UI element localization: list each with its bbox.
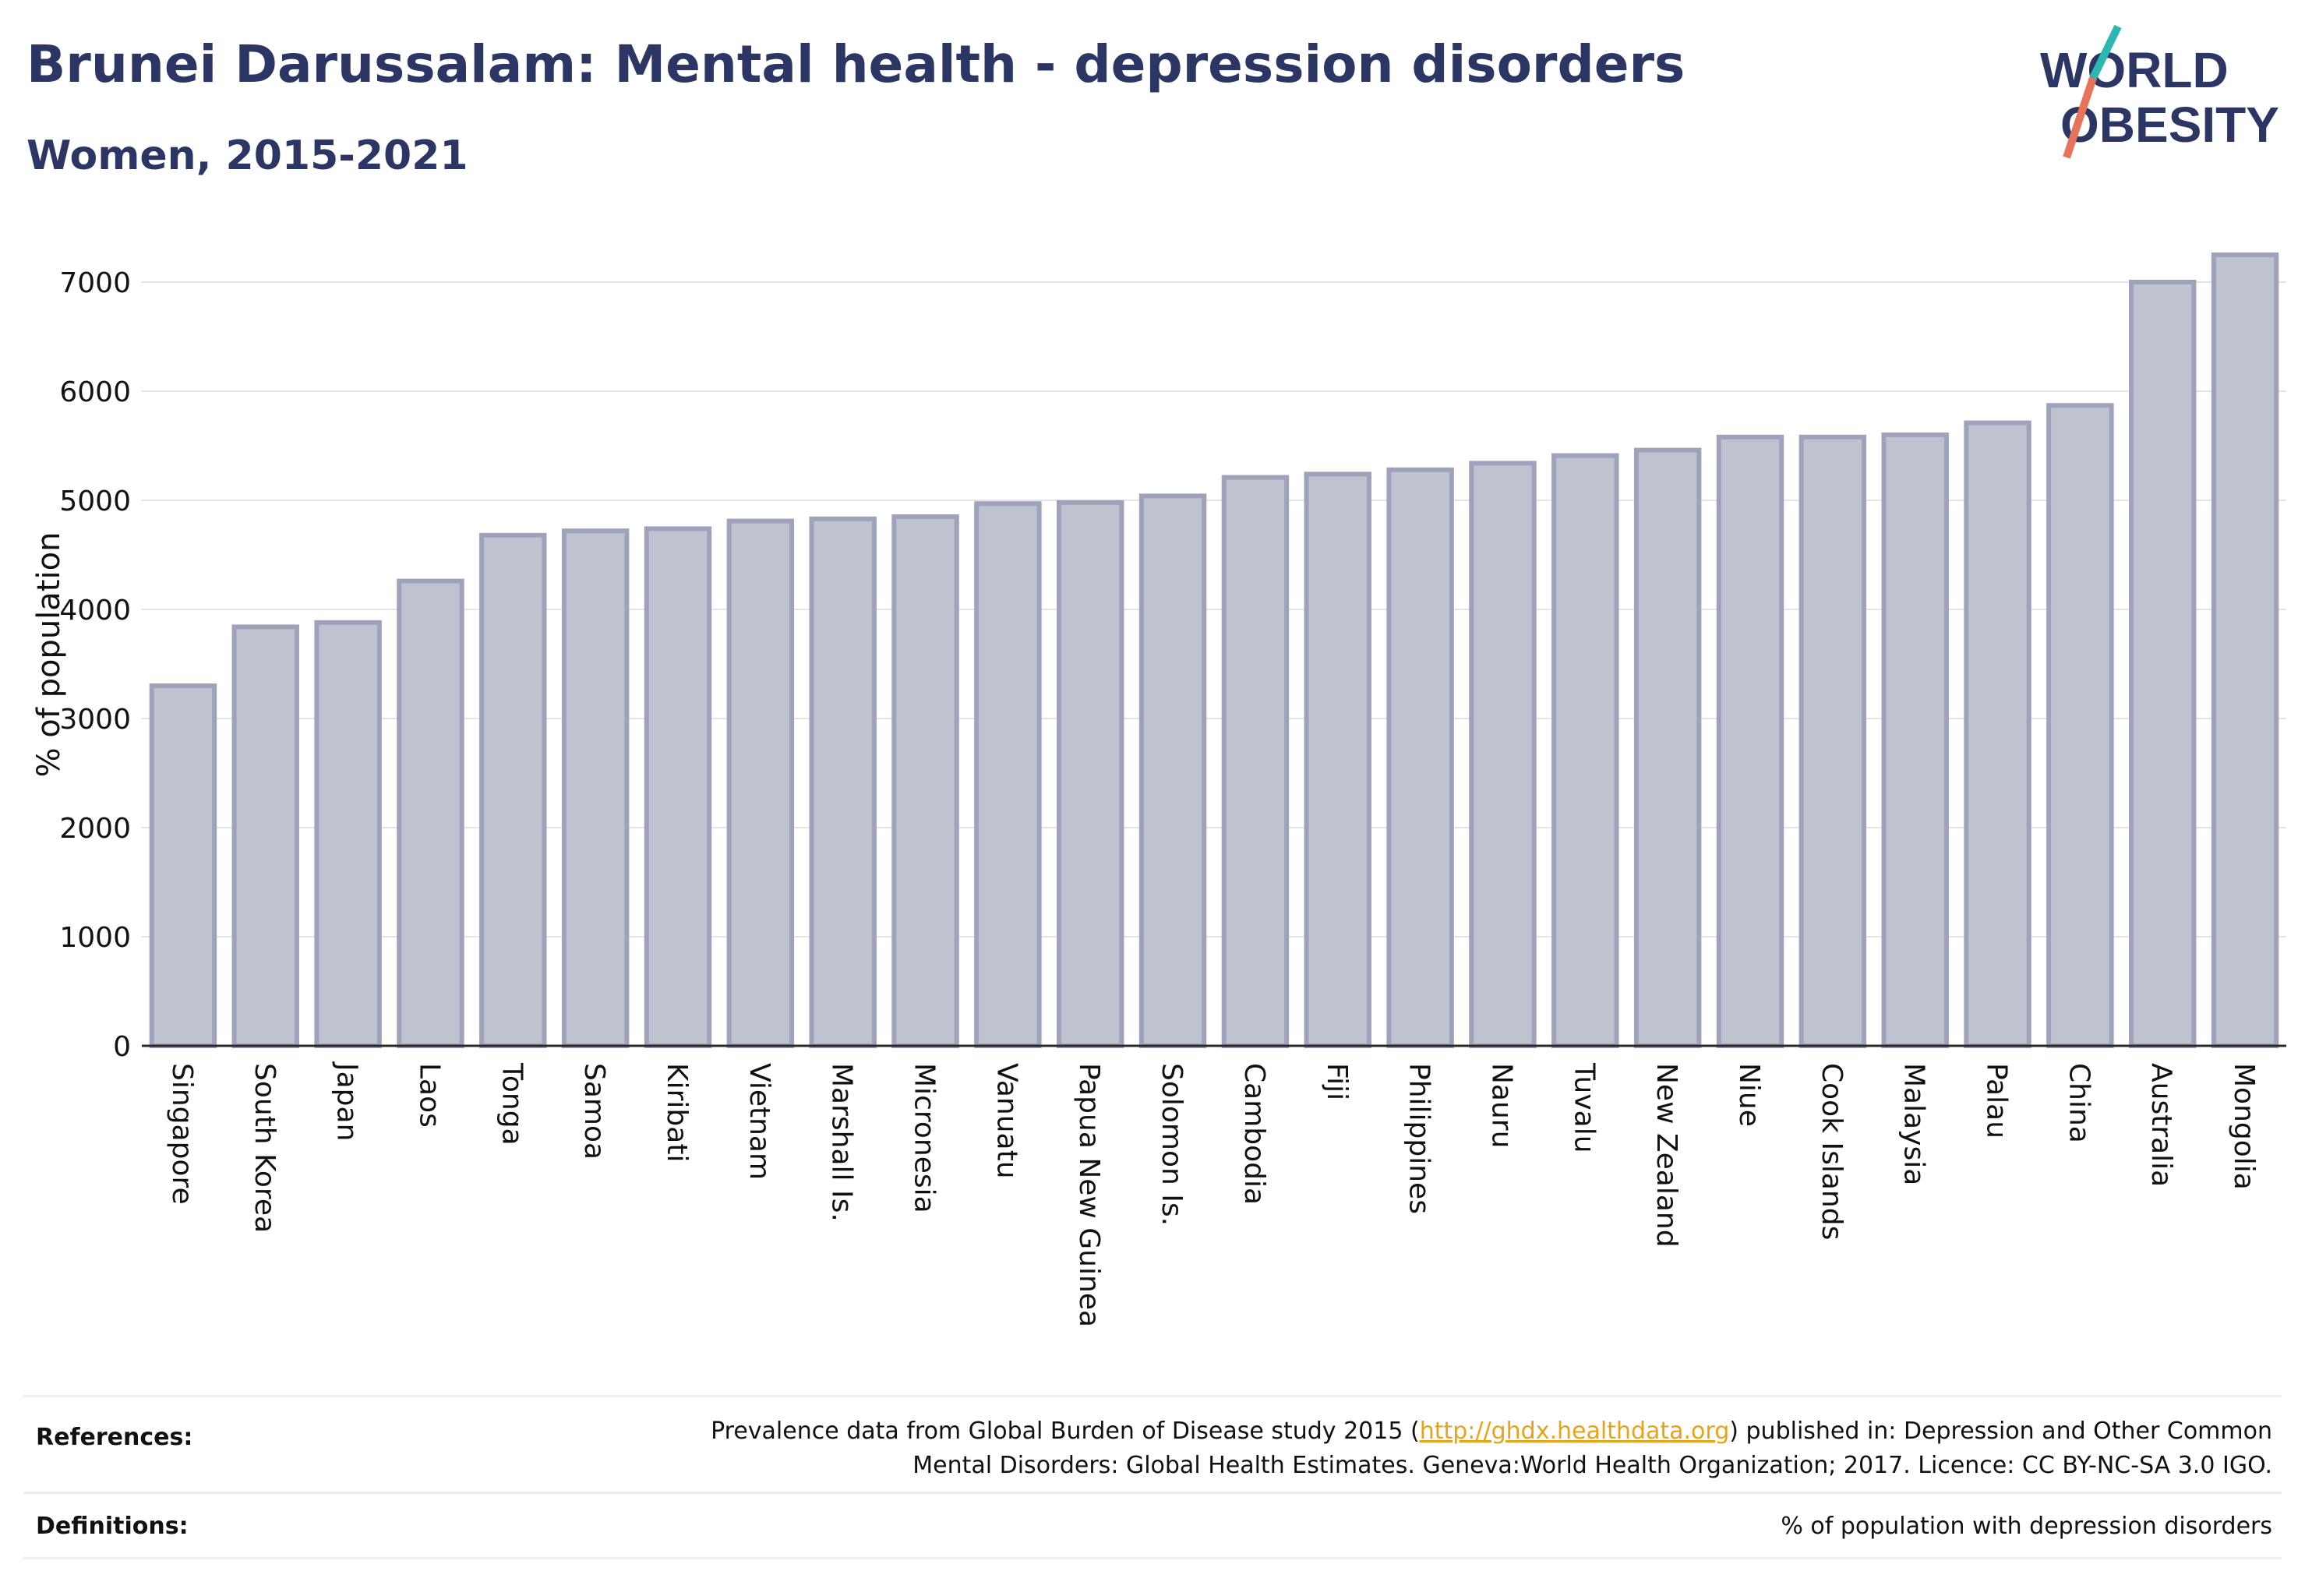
x-tick-label: China xyxy=(2063,1063,2095,1143)
bar-palau xyxy=(1964,420,2031,1048)
bar-mongolia xyxy=(2211,252,2279,1048)
bar-kiribati xyxy=(644,526,712,1048)
bar-japan xyxy=(314,620,382,1048)
x-tick-label: New Zealand xyxy=(1650,1063,1682,1248)
bar-nauru xyxy=(1469,461,1537,1048)
x-tick-label: Cook Islands xyxy=(1816,1063,1848,1240)
x-tick-label: Samoa xyxy=(578,1063,610,1160)
bar-tuvalu xyxy=(1551,453,1619,1048)
bar-new-zealand xyxy=(1633,447,1702,1048)
references-link[interactable]: http://ghdx.healthdata.org xyxy=(1419,1418,1730,1445)
references-text-after: ) published in: Depression and Other Com… xyxy=(1729,1418,2272,1445)
y-axis-label: % of population xyxy=(31,532,67,778)
references-line2: Mental Disorders: Global Health Estimate… xyxy=(912,1452,2272,1479)
y-tick-label: 6000 xyxy=(59,376,131,408)
x-tick-label: Philippines xyxy=(1403,1063,1435,1214)
x-tick-label: Marshall Is. xyxy=(826,1063,858,1222)
x-tick-label: South Korea xyxy=(249,1063,281,1233)
references-label: References: xyxy=(36,1424,193,1451)
x-tick-label: Mongolia xyxy=(2228,1063,2260,1190)
x-tick-label: Tonga xyxy=(496,1062,528,1146)
references-row: References: Prevalence data from Global … xyxy=(23,1395,2282,1494)
bar-south-korea xyxy=(231,624,299,1048)
x-tick-label: Laos xyxy=(413,1063,445,1128)
y-tick-label: 4000 xyxy=(59,595,131,627)
bar-papua-new-guinea xyxy=(1057,500,1124,1048)
bar-china xyxy=(2046,403,2114,1048)
bar-micronesia xyxy=(891,514,959,1048)
x-tick-label: Vietnam xyxy=(743,1063,775,1180)
bar-vanuatu xyxy=(974,501,1042,1048)
x-tick-label: Cambodia xyxy=(1238,1063,1270,1205)
x-tick-label: Australia xyxy=(2145,1063,2177,1187)
y-tick-label: 1000 xyxy=(59,922,131,954)
bar-malaysia xyxy=(1881,433,1949,1048)
x-tick-label: Japan xyxy=(331,1061,363,1141)
references-text-before: Prevalence data from Global Burden of Di… xyxy=(711,1418,1420,1445)
x-tick-label: Kiribati xyxy=(661,1063,693,1162)
definitions-label: Definitions: xyxy=(36,1513,189,1540)
bar-marshall-is xyxy=(809,516,877,1048)
x-tick-label: Solomon Is. xyxy=(1156,1063,1188,1226)
bar-fiji xyxy=(1304,471,1371,1048)
bar-vietnam xyxy=(726,518,795,1048)
chart-subtitle: Women, 2015-2021 xyxy=(26,132,468,179)
bar-tonga xyxy=(479,532,547,1048)
bar-cook-islands xyxy=(1798,434,1867,1048)
bar-niue xyxy=(1716,434,1784,1048)
logo-slash-teal xyxy=(2089,24,2122,80)
x-tick-label: Palau xyxy=(1981,1063,2013,1139)
bar-singapore xyxy=(149,683,217,1048)
world-obesity-logo: WORLD OBESITY xyxy=(2040,24,2279,159)
bar-laos xyxy=(397,578,464,1048)
logo-line2: OBESITY xyxy=(2060,97,2279,153)
logo-line1: WORLD xyxy=(2040,42,2229,98)
x-tick-label: Papua New Guinea xyxy=(1073,1063,1105,1327)
y-tick-label: 7000 xyxy=(59,267,131,299)
y-tick-label: 3000 xyxy=(59,704,131,736)
x-tick-label: Vanuatu xyxy=(990,1063,1022,1179)
logo-slash-coral xyxy=(2063,76,2097,159)
footer-bottom-border xyxy=(23,1557,2282,1559)
y-tick-label: 5000 xyxy=(59,486,131,517)
bar-australia xyxy=(2129,280,2197,1048)
bar-samoa xyxy=(561,528,630,1048)
bars xyxy=(149,252,2279,1048)
bar-cambodia xyxy=(1221,475,1290,1048)
x-tick-label: Micronesia xyxy=(909,1063,941,1213)
x-tick-label: Tuvalu xyxy=(1568,1062,1600,1153)
chart-title: Brunei Darussalam: Mental health - depre… xyxy=(26,34,1686,94)
x-tick-label: Nauru xyxy=(1485,1063,1517,1148)
x-tick-label: Singapore xyxy=(166,1063,198,1205)
x-tick-label: Malaysia xyxy=(1898,1063,1930,1185)
x-tick-label: Fiji xyxy=(1321,1063,1353,1100)
bar-philippines xyxy=(1386,467,1454,1048)
y-tick-label: 2000 xyxy=(59,813,131,845)
x-tick-labels: Singapore South Korea Japan Laos Tonga Samoa K… xyxy=(166,1061,2260,1327)
bar-solomon-is xyxy=(1138,493,1207,1048)
y-tick-labels: 0 1000 2000 3000 4000 5000 6000 7000 xyxy=(59,267,131,1063)
definitions-row: Definitions: % of population with depres… xyxy=(23,1492,2282,1559)
x-tick-label: Niue xyxy=(1733,1063,1765,1127)
definitions-text: % of population with depression disorder… xyxy=(1781,1513,2272,1540)
y-tick-label: 0 xyxy=(113,1031,131,1063)
references-text: Prevalence data from Global Burden of Di… xyxy=(711,1414,2272,1483)
